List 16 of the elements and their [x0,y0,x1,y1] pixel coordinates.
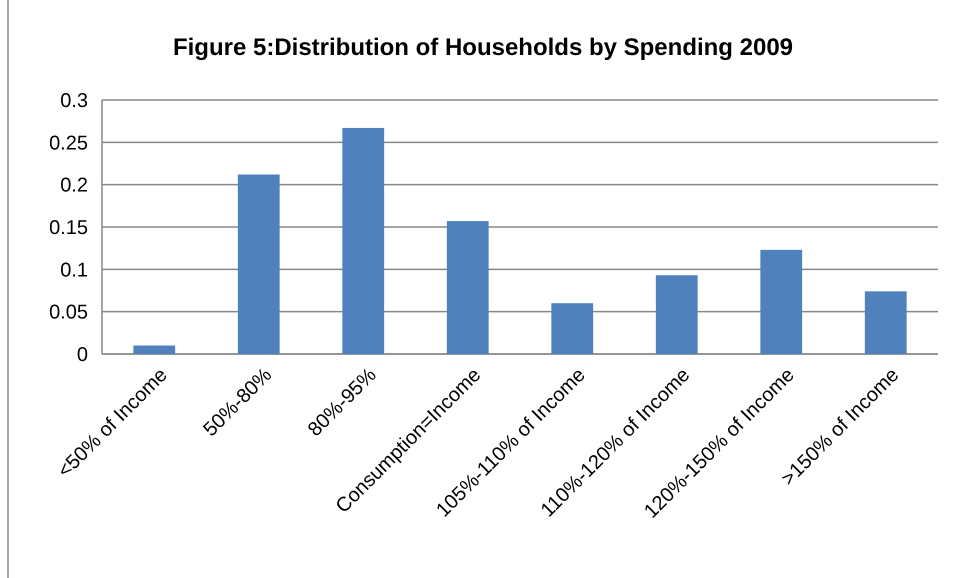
bar [551,303,594,354]
bar [133,346,176,354]
y-tick-label: 0.05 [49,302,88,324]
bar [446,221,489,354]
y-tick-label: 0 [76,344,88,366]
y-tick-label: 0.1 [60,259,88,282]
bar [656,275,698,354]
y-tick-label: 0.25 [49,132,88,154]
chart-title: Figure 5:Distribution of Households by Spending 2009 [172,34,794,61]
y-tick-label: 0.15 [49,217,88,239]
y-tick-label: 0.3 [60,90,88,112]
bar [760,250,802,354]
bar [342,128,384,354]
y-tick-label: 0.2 [60,174,88,197]
bar [238,174,280,354]
bar [864,291,907,354]
